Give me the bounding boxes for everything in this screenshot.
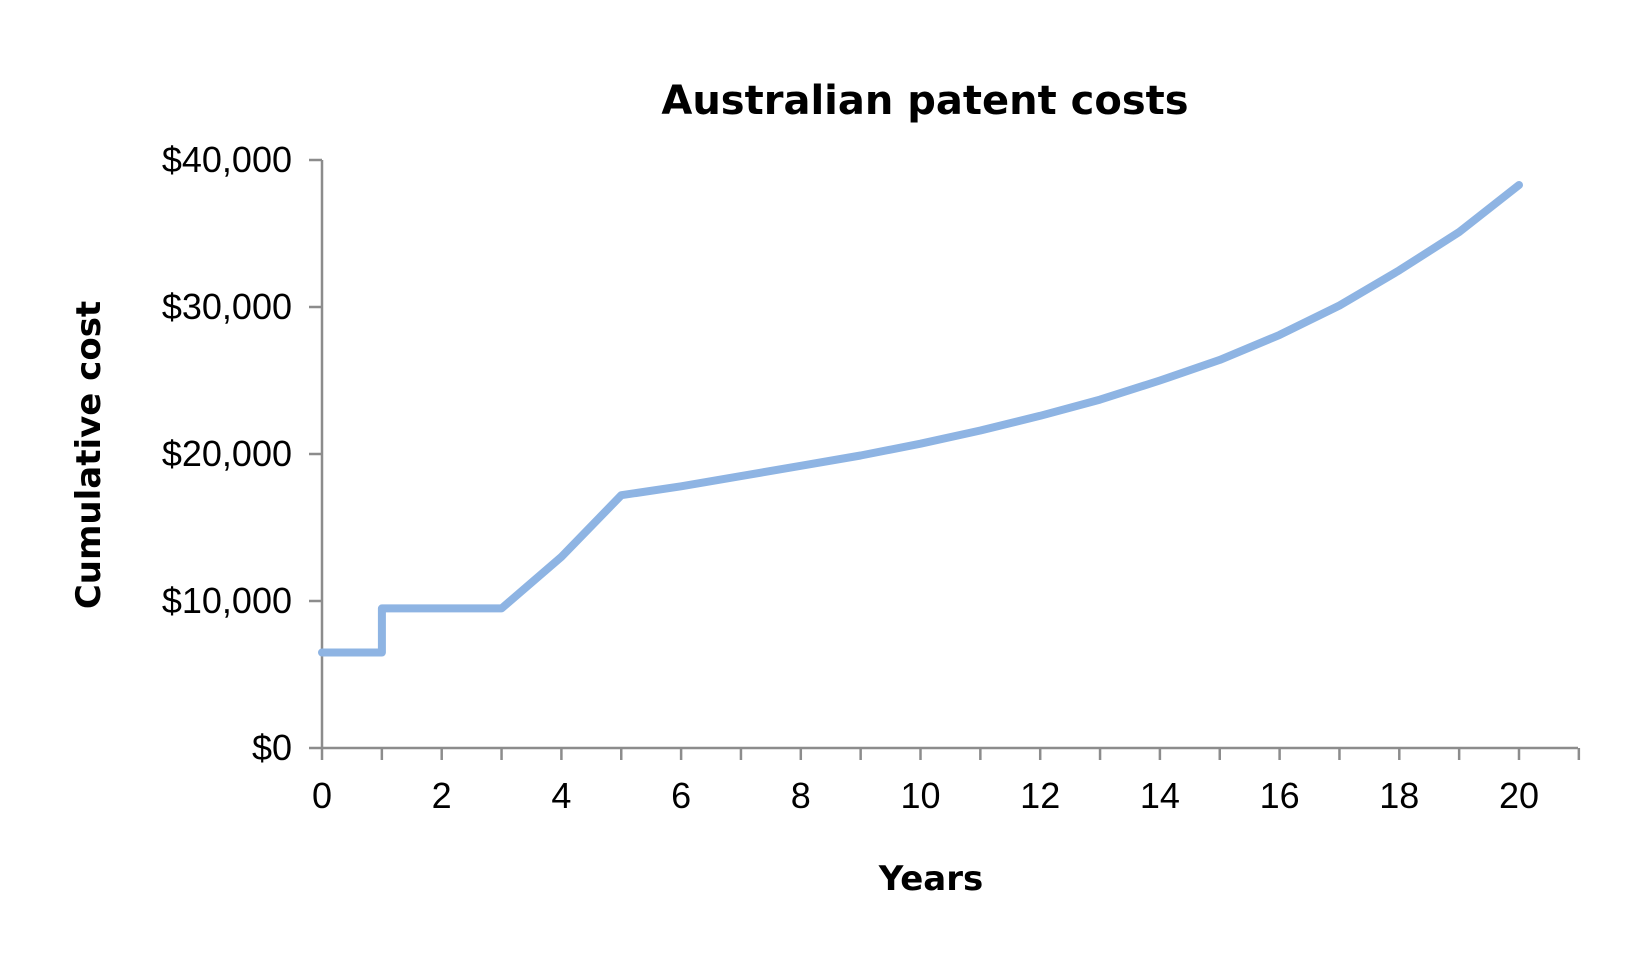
y-tick-label: $30,000	[162, 286, 292, 327]
x-axis: 0 2 4 6 8 10 12 14 16 18 20	[312, 748, 1579, 816]
x-tick-label: 16	[1260, 775, 1300, 816]
x-tick-label: 14	[1140, 775, 1180, 816]
x-tick-label: 20	[1499, 775, 1539, 816]
x-tick-label: 6	[671, 775, 691, 816]
series-group	[322, 185, 1519, 653]
y-axis: $0 $10,000 $20,000 $30,000 $40,000	[162, 139, 322, 768]
x-axis-title: Years	[878, 859, 984, 899]
x-tick-label: 8	[791, 775, 811, 816]
x-tick-label: 4	[551, 775, 571, 816]
series-line-0	[322, 185, 1519, 653]
y-axis-title: Cumulative cost	[69, 301, 109, 609]
y-tick-label: $40,000	[162, 139, 292, 180]
x-tick-label: 12	[1020, 775, 1060, 816]
y-tick-label: $0	[252, 727, 292, 768]
x-tick-label: 0	[312, 775, 332, 816]
x-tick-label: 10	[900, 775, 940, 816]
y-tick-label: $20,000	[162, 433, 292, 474]
x-tick-label: 2	[432, 775, 452, 816]
chart-title: Australian patent costs	[661, 78, 1188, 124]
x-tick-label: 18	[1379, 775, 1419, 816]
y-tick-label: $10,000	[162, 580, 292, 621]
